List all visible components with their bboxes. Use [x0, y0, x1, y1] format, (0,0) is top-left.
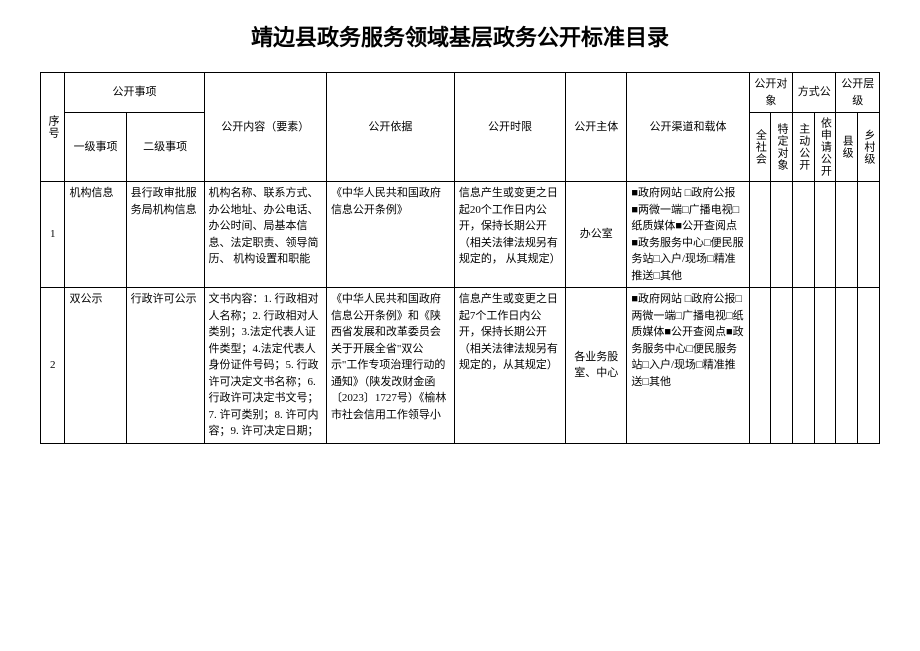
cell-method-apply [814, 182, 836, 288]
cell-channel: ■政府网站 □政府公报 ■两微一端□广播电视□纸质媒体■公开查阅点 ■政务服务中… [627, 182, 749, 288]
cell-content: 文书内容：1. 行政相对人名称；2. 行政相对人类别；3.法定代表人证件类型；4… [204, 288, 326, 444]
cell-seq: 1 [41, 182, 65, 288]
cell-l2: 行政许可公示 [126, 288, 204, 444]
header-subject: 公开主体 [566, 73, 627, 182]
cell-level-village [858, 288, 880, 444]
cell-l1: 双公示 [65, 288, 126, 444]
header-level-county: 县级 [836, 113, 858, 182]
cell-channel: ■政府网站 □政府公报□两微一端□广播电视□纸质媒体■公开查阅点■政务服务中心□… [627, 288, 749, 444]
cell-timelimit: 信息产生或变更之日起20个工作日内公开，保持长期公开（相关法律法规另有规定的， … [454, 182, 565, 288]
cell-basis: 《中华人民共和国政府信息公开条例》 [326, 182, 454, 288]
cell-basis: 《中华人民共和国政府信息公开条例》和《陕西省发展和改革委员会关于开展全省"双公示… [326, 288, 454, 444]
cell-method-apply [814, 288, 836, 444]
header-timelimit: 公开时限 [454, 73, 565, 182]
cell-target-all [749, 288, 771, 444]
header-basis: 公开依据 [326, 73, 454, 182]
cell-timelimit: 信息产生或变更之日起7个工作日内公开，保持长期公开（相关法律法规另有规定的，从其… [454, 288, 565, 444]
cell-method-active [793, 288, 815, 444]
cell-l1: 机构信息 [65, 182, 126, 288]
cell-level-county [836, 182, 858, 288]
header-method-active: 主动公开 [793, 113, 815, 182]
table-row: 2 双公示 行政许可公示 文书内容：1. 行政相对人名称；2. 行政相对人类别；… [41, 288, 880, 444]
header-matter-l2: 二级事项 [126, 113, 204, 182]
header-level: 公开层级 [836, 73, 880, 113]
cell-target-spec [771, 288, 793, 444]
cell-seq: 2 [41, 288, 65, 444]
header-matter-l1: 一级事项 [65, 113, 126, 182]
header-method: 方式公 [793, 73, 836, 113]
cell-l2: 县行政审批服务局机构信息 [126, 182, 204, 288]
cell-target-spec [771, 182, 793, 288]
disclosure-table: 序号 公开事项 公开内容（要素） 公开依据 公开时限 公开主体 公开渠道和载体 … [40, 72, 880, 444]
header-channel: 公开渠道和载体 [627, 73, 749, 182]
header-seq: 序号 [41, 73, 65, 182]
header-target-all: 全社会 [749, 113, 771, 182]
header-target-spec: 特定对象 [771, 113, 793, 182]
cell-target-all [749, 182, 771, 288]
header-target: 公开对象 [749, 73, 792, 113]
cell-level-county [836, 288, 858, 444]
table-row: 1 机构信息 县行政审批服务局机构信息 机构名称、联系方式、办公地址、办公电话、… [41, 182, 880, 288]
page-title: 靖边县政务服务领域基层政务公开标准目录 [40, 20, 880, 52]
cell-subject: 各业务股室、中心 [566, 288, 627, 444]
cell-level-village [858, 182, 880, 288]
header-content: 公开内容（要素） [204, 73, 326, 182]
header-level-village: 乡村级 [858, 113, 880, 182]
cell-method-active [793, 182, 815, 288]
header-method-apply: 依申请公开 [814, 113, 836, 182]
cell-content: 机构名称、联系方式、办公地址、办公电话、办公时间、局基本信息、法定职责、领导简历… [204, 182, 326, 288]
header-matter: 公开事项 [65, 73, 204, 113]
cell-subject: 办公室 [566, 182, 627, 288]
